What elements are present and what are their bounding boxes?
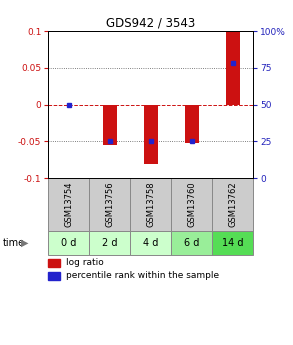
Bar xyxy=(89,178,130,230)
Bar xyxy=(212,178,253,230)
Text: 6 d: 6 d xyxy=(184,238,200,248)
Text: GSM13754: GSM13754 xyxy=(64,182,73,227)
Text: log ratio: log ratio xyxy=(66,258,103,267)
Bar xyxy=(130,230,171,255)
Bar xyxy=(89,230,130,255)
Bar xyxy=(185,105,199,143)
Text: time: time xyxy=(3,238,25,248)
Bar xyxy=(48,230,89,255)
Bar xyxy=(212,230,253,255)
Bar xyxy=(171,178,212,230)
Text: GSM13756: GSM13756 xyxy=(105,181,114,227)
Title: GDS942 / 3543: GDS942 / 3543 xyxy=(106,17,195,30)
Bar xyxy=(171,230,212,255)
Text: percentile rank within the sample: percentile rank within the sample xyxy=(66,271,219,280)
Bar xyxy=(48,259,60,267)
Text: 4 d: 4 d xyxy=(143,238,159,248)
Bar xyxy=(103,105,117,145)
Bar xyxy=(226,31,240,105)
Text: 0 d: 0 d xyxy=(61,238,76,248)
Text: ▶: ▶ xyxy=(21,238,29,248)
Bar xyxy=(48,178,89,230)
Text: 2 d: 2 d xyxy=(102,238,117,248)
Text: 14 d: 14 d xyxy=(222,238,244,248)
Bar xyxy=(144,105,158,164)
Bar xyxy=(48,272,60,279)
Text: GSM13758: GSM13758 xyxy=(146,181,155,227)
Text: GSM13760: GSM13760 xyxy=(188,181,196,227)
Bar xyxy=(130,178,171,230)
Text: GSM13762: GSM13762 xyxy=(229,181,237,227)
